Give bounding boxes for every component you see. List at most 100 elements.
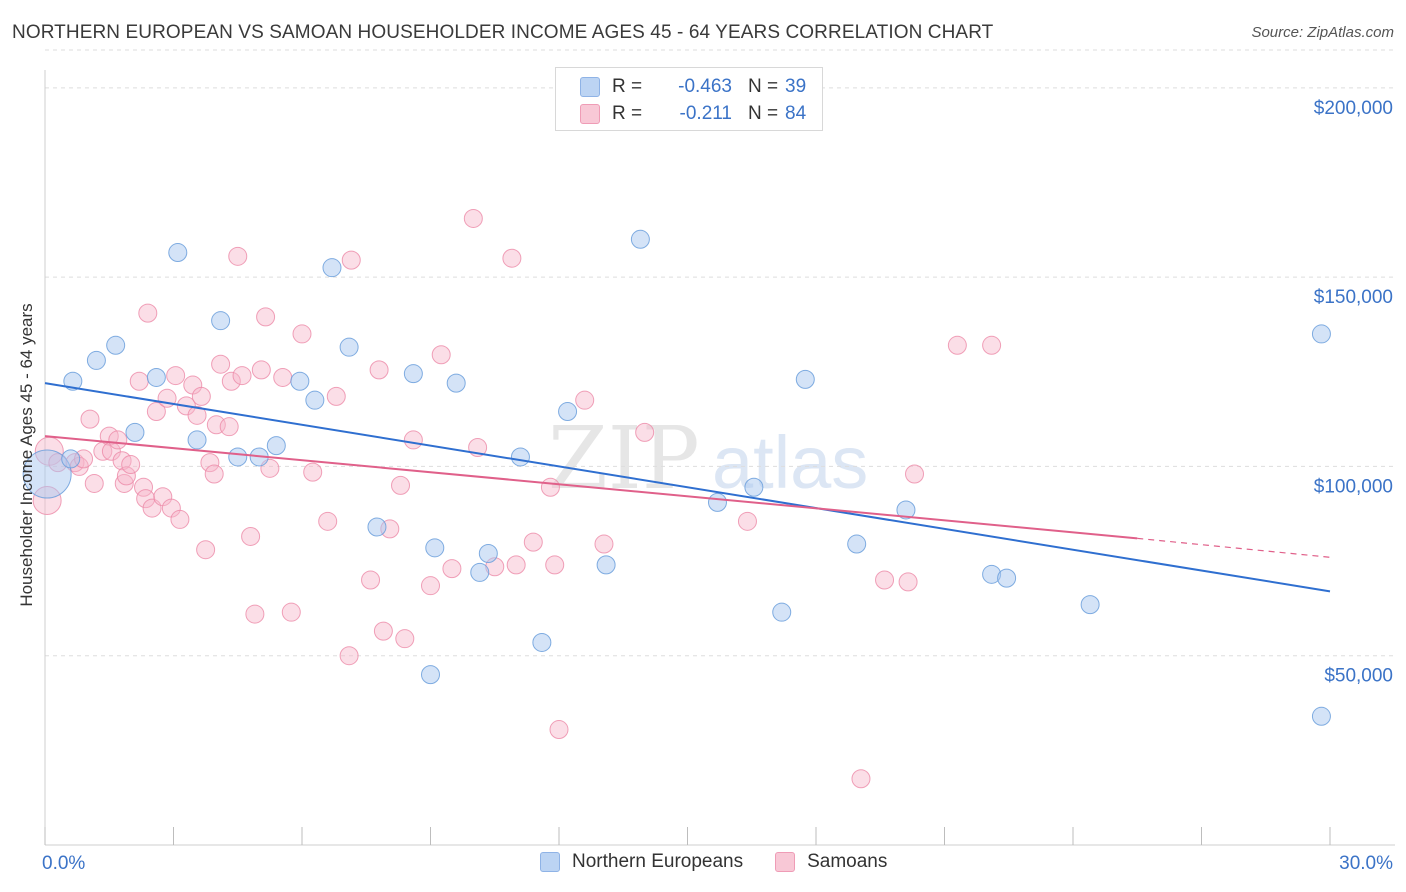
samoans-point (136, 489, 156, 509)
r-label: R = (612, 103, 643, 124)
northern-europeans-point (22, 449, 72, 499)
watermark-atlas: atlas (712, 421, 868, 504)
northern-europeans-trendline (44, 382, 1331, 593)
samoans-point (200, 453, 220, 473)
samoans-point (545, 555, 565, 575)
samoans-point (146, 402, 166, 422)
samoans-point (431, 345, 451, 365)
samoans-point (540, 477, 560, 497)
samoans-point (523, 532, 543, 552)
samoans-point (204, 464, 224, 484)
northern-europeans-point (744, 477, 764, 497)
samoans-point (191, 386, 211, 406)
stats-row-northern-europeans: R = -0.463 N = 39 (580, 74, 806, 100)
trendlines (44, 382, 1331, 593)
axes (44, 70, 1395, 846)
northern-europeans-point (1080, 595, 1100, 615)
samoans-point (947, 335, 967, 355)
samoans-point (318, 511, 338, 531)
northern-europeans-point (168, 243, 188, 263)
r-label: R = (612, 76, 643, 97)
legend-swatch-pink (775, 852, 796, 872)
legend-label: Northern Europeans (572, 851, 744, 872)
northern-europeans-point (403, 364, 423, 384)
samoans-point (166, 366, 186, 386)
samoans-point (403, 430, 423, 450)
samoans-point (326, 386, 346, 406)
samoans-point (506, 555, 526, 575)
northern-europeans-point (847, 534, 867, 554)
northern-europeans-point (228, 447, 248, 467)
samoans-point (635, 422, 655, 442)
northern-europeans-point (421, 665, 440, 685)
source-label: Source: ZipAtlas.com (1251, 24, 1394, 41)
samoans-point (114, 473, 134, 493)
legend-item-northern-europeans[interactable]: Northern Europeans (540, 851, 743, 873)
samoans-point (292, 324, 312, 344)
tick-labels: $50,000 $100,000 $150,000 $200,000 0.0% 30.0% (42, 98, 1393, 874)
samoans-point (134, 477, 154, 497)
samoans-point (982, 335, 1002, 355)
y-tick-label: $150,000 (1314, 287, 1393, 308)
n-label: N = (748, 76, 779, 97)
samoans-point (221, 371, 241, 391)
northern-europeans-point (997, 568, 1017, 588)
samoans-point (549, 720, 569, 740)
northern-europeans-point (1311, 706, 1331, 726)
samoans-point (361, 570, 381, 590)
samoans-point (421, 576, 440, 596)
northern-europeans-point (425, 538, 445, 558)
legend-swatch-blue (580, 77, 600, 97)
samoans-point (339, 646, 359, 666)
northern-europeans-point (446, 373, 466, 393)
northern-europeans-point (630, 229, 650, 249)
samoans-point (502, 248, 522, 268)
northern-europeans-point (532, 632, 552, 652)
samoans-point (391, 475, 411, 495)
samoans-point (905, 464, 925, 484)
samoans-point (219, 417, 239, 437)
northern-europeans-point (1311, 324, 1331, 344)
series-legend: Northern Europeans Samoans (540, 851, 919, 873)
samoans-point (232, 366, 252, 386)
samoans-point (138, 303, 158, 323)
samoans-point (875, 570, 895, 590)
r-value: -0.211 (679, 103, 732, 124)
samoans-point (369, 360, 389, 380)
northern-europeans-point (596, 555, 616, 575)
northern-europeans-points (22, 229, 1331, 726)
samoans-point (196, 540, 216, 560)
samoans-point (84, 473, 104, 493)
samoans-point (121, 455, 141, 475)
northern-europeans-point (63, 371, 83, 391)
samoans-point (245, 604, 265, 624)
samoans-point (228, 246, 248, 266)
northern-europeans-point (86, 350, 106, 370)
watermark: ZIP atlas (548, 409, 868, 509)
samoans-trendline (44, 435, 1138, 540)
chart-title: NORTHERN EUROPEAN VS SAMOAN HOUSEHOLDER … (12, 22, 994, 43)
samoans-point (851, 769, 871, 789)
y-tick-label: $50,000 (1324, 666, 1393, 687)
gridlines (45, 49, 1395, 657)
legend-swatch-blue (540, 852, 560, 872)
legend-label: Samoans (807, 851, 888, 872)
samoans-point (241, 526, 261, 546)
samoans-point (898, 572, 918, 592)
legend-item-samoans[interactable]: Samoans (775, 851, 887, 873)
samoans-point (341, 250, 361, 270)
samoans-point (211, 354, 231, 374)
samoans-point (251, 360, 271, 380)
samoans-point (187, 405, 207, 425)
y-tick-label: $100,000 (1314, 476, 1393, 497)
y-tick-label: $200,000 (1314, 98, 1393, 119)
northern-europeans-point (106, 335, 126, 355)
northern-europeans-point (322, 258, 342, 278)
northern-europeans-point (772, 602, 792, 622)
samoans-point (281, 602, 301, 622)
northern-europeans-point (470, 562, 490, 582)
samoans-point (129, 371, 149, 391)
x-tick-label: 0.0% (42, 853, 85, 874)
northern-europeans-point (896, 500, 916, 520)
samoans-point (594, 534, 614, 554)
